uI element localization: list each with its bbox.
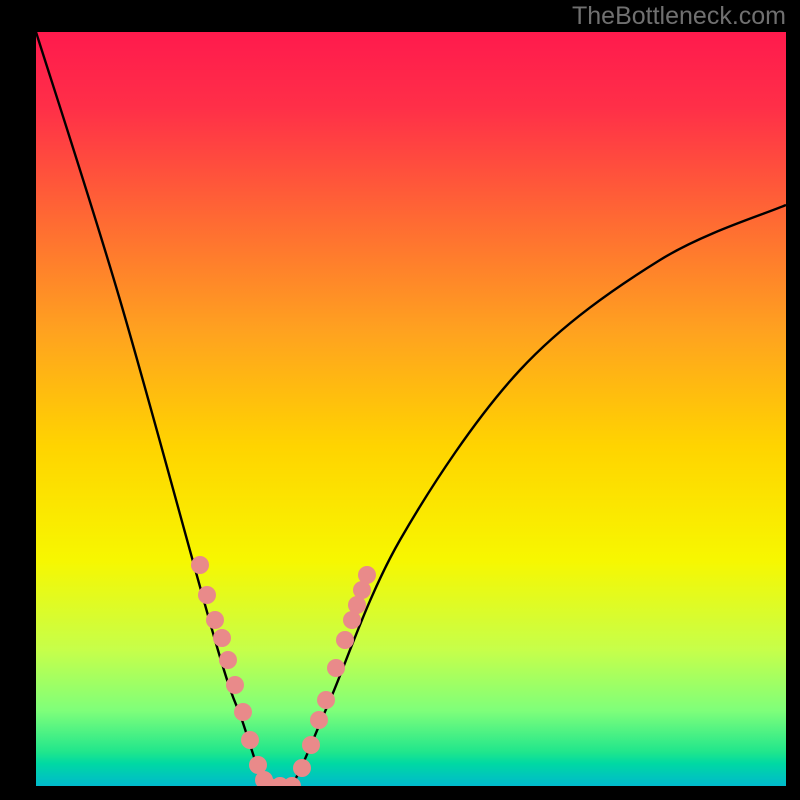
data-marker bbox=[327, 659, 345, 677]
plot-area bbox=[36, 32, 786, 786]
data-marker bbox=[310, 711, 328, 729]
data-marker bbox=[293, 759, 311, 777]
data-marker bbox=[302, 736, 320, 754]
bottleneck-chart: TheBottleneck.com bbox=[0, 0, 800, 800]
data-marker bbox=[219, 651, 237, 669]
data-marker bbox=[336, 631, 354, 649]
data-marker bbox=[206, 611, 224, 629]
data-marker bbox=[226, 676, 244, 694]
data-marker bbox=[317, 691, 335, 709]
data-marker bbox=[241, 731, 259, 749]
data-marker bbox=[213, 629, 231, 647]
data-marker bbox=[191, 556, 209, 574]
data-marker bbox=[198, 586, 216, 604]
data-marker bbox=[358, 566, 376, 584]
data-marker bbox=[234, 703, 252, 721]
watermark-text: TheBottleneck.com bbox=[572, 2, 786, 30]
